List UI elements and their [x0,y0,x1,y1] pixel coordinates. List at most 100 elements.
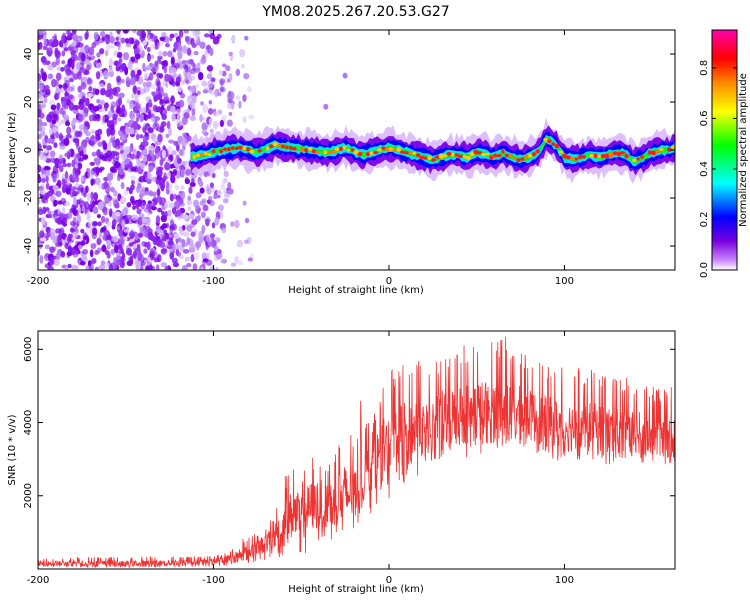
noise-speckle [77,93,83,99]
noise-speckle [80,228,85,234]
noise-speckle [230,102,235,110]
noise-speckle [61,232,67,240]
noise-speckle [81,95,86,103]
noise-speckle [72,104,79,111]
signal-core-blob [658,148,664,151]
noise-speckle [89,249,94,258]
noise-speckle [106,186,111,193]
noise-speckle [116,30,121,35]
noise-speckle [223,193,231,199]
noise-speckle [117,193,122,201]
noise-speckle [90,170,95,176]
noise-speckle [105,36,111,45]
noise-speckle [47,73,54,80]
noise-speckle [76,62,81,70]
noise-speckle [230,36,236,41]
noise-speckle [214,88,218,98]
snr-ylabel: SNR (10 * v/v) [7,414,18,485]
noise-speckle [128,127,135,135]
signal-core-blob [457,154,464,159]
noise-speckle [59,107,64,115]
noise-speckle [104,250,110,256]
noise-speckle [82,146,87,155]
noise-speckle [59,165,64,173]
noise-speckle [52,174,58,183]
noise-speckle [159,99,165,105]
noise-speckle [208,240,213,247]
signal-core-blob [589,153,595,158]
noise-speckle [61,98,67,107]
noise-speckle [80,254,87,262]
noise-speckle [221,70,227,77]
noise-speckle [86,64,91,71]
noise-speckle [125,214,133,220]
noise-speckle [112,157,119,163]
noise-speckle [46,138,53,143]
noise-speckle [101,244,107,252]
signal-core-blob [272,142,278,147]
noise-speckle [184,257,192,262]
noise-speckle [191,219,198,225]
noise-speckle [87,77,92,84]
noise-speckle [235,95,241,100]
noise-speckle [38,73,42,82]
noise-speckle [89,161,96,166]
signal-core-blob [631,158,637,163]
noise-speckle [187,205,192,212]
noise-speckle [132,250,138,260]
noise-speckle [49,150,56,158]
noise-speckle [126,260,133,267]
noise-speckle [118,236,125,245]
noise-speckle [161,31,166,37]
noise-speckle [149,62,154,68]
signal-core-blob [327,150,332,154]
noise-speckle [205,243,209,251]
noise-speckle [125,218,130,225]
noise-speckle [143,248,148,254]
signal-core-blob [331,149,336,154]
spectrogram-ytick-label: -40 [23,238,34,254]
noise-speckle [153,94,159,102]
snr-axes: -200 -100 0 100 2000 4000 6000 [23,331,675,586]
noise-speckle [214,217,220,226]
signal-core-blob [192,154,196,160]
noise-speckle [96,213,101,219]
noise-speckle [190,231,196,237]
noise-speckle [75,140,80,147]
noise-speckle [142,39,147,46]
noise-speckle [175,108,182,115]
noise-speckle [91,258,97,264]
noise-speckle [111,236,119,243]
signal-core-blob [415,153,421,158]
snr-xtick-label: -100 [202,575,225,586]
noise-speckle [67,58,72,68]
noise-speckle [155,264,160,270]
signal-core-blob [539,145,544,149]
signal-core-blob [312,149,316,154]
signal-core-blob [524,154,528,160]
noise-speckle [74,183,80,188]
noise-speckle [149,190,153,197]
noise-speckle [242,94,247,103]
signal-core-blob [582,154,587,159]
noise-speckle [149,264,153,270]
noise-speckle [77,85,82,93]
noise-speckle [88,220,94,228]
noise-speckle [110,248,116,255]
noise-speckle [67,94,74,100]
noise-speckle [155,169,161,176]
signal-core-blob [619,151,626,155]
noise-speckle [39,97,44,105]
signal-core-blob [531,152,536,157]
noise-speckle [146,46,151,53]
noise-speckle [109,36,115,44]
noise-speckle [155,196,163,203]
noise-speckle [78,103,84,110]
noise-speckle [202,258,209,263]
signal-core-blob [469,152,475,157]
noise-speckle [195,30,201,35]
noise-speckle [160,214,168,223]
noise-speckle [113,199,120,209]
noise-speckle [56,85,60,94]
noise-speckle [246,86,252,93]
